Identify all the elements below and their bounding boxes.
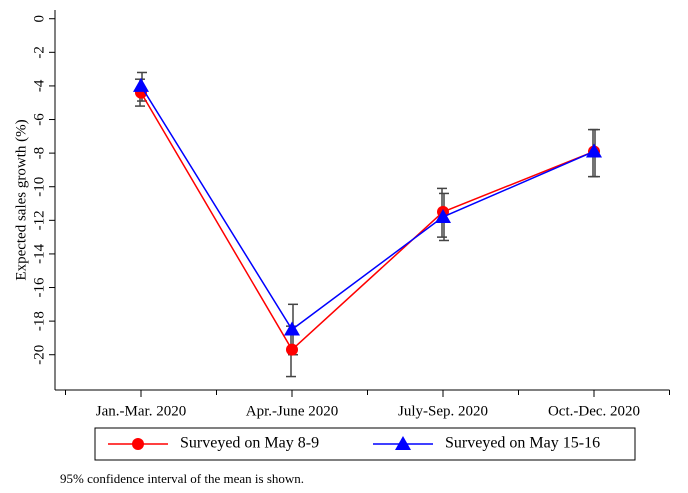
y-tick-label: -10 xyxy=(31,177,47,197)
y-tick-label: -18 xyxy=(31,311,47,331)
legend-marker xyxy=(132,438,144,450)
y-tick-label: -8 xyxy=(31,147,47,160)
legend-label: Surveyed on May 15-16 xyxy=(445,435,600,452)
legend-label: Surveyed on May 8-9 xyxy=(180,435,319,452)
y-tick-label: -16 xyxy=(31,277,47,297)
x-tick-label: Jan.-Mar. 2020 xyxy=(96,403,186,419)
point xyxy=(284,321,300,336)
y-tick-label: -6 xyxy=(31,113,47,126)
legend-marker xyxy=(395,436,411,450)
y-tick-label: -14 xyxy=(31,243,47,263)
series-line xyxy=(140,92,595,351)
note: 95% confidence interval of the mean is s… xyxy=(60,471,304,486)
y-tick-label: -4 xyxy=(31,79,47,92)
point xyxy=(435,208,451,223)
y-tick-label: -20 xyxy=(31,345,47,365)
y-tick-label: 0 xyxy=(31,15,47,23)
x-tick-label: Oct.-Dec. 2020 xyxy=(548,403,640,419)
point xyxy=(133,77,149,92)
y-tick-label: -2 xyxy=(31,46,47,59)
legend-box xyxy=(94,427,636,461)
x-tick-label: Apr.-June 2020 xyxy=(246,403,339,419)
series-line xyxy=(140,85,595,331)
y-tick-label: -12 xyxy=(31,210,47,230)
y-axis-label: Expected sales growth (%) xyxy=(13,119,29,280)
point xyxy=(586,143,602,158)
point xyxy=(286,343,298,356)
x-tick-label: July-Sep. 2020 xyxy=(398,403,488,419)
